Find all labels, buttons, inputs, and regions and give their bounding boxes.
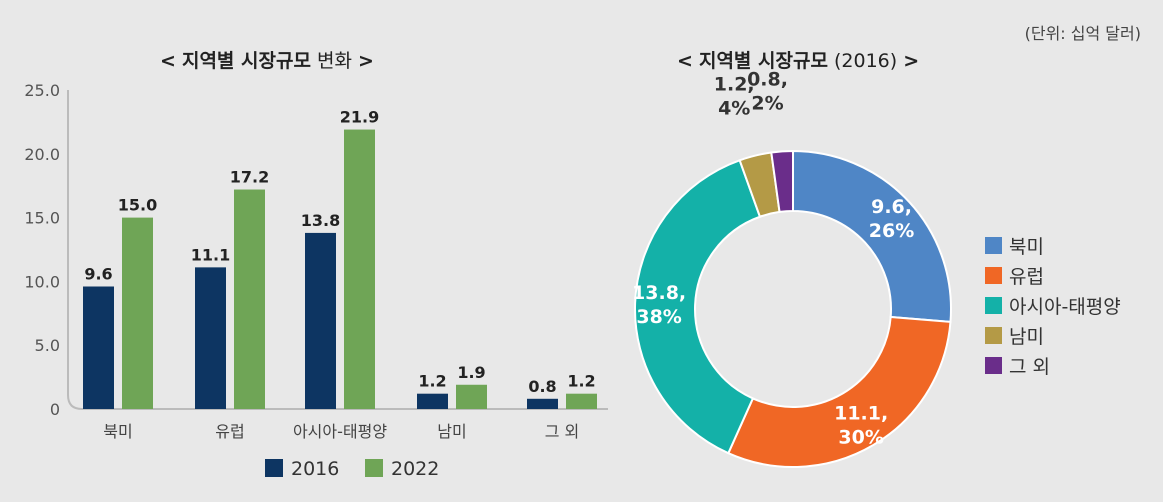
bar-category-label: 북미 <box>103 422 132 441</box>
donut-slice-2 <box>634 158 762 455</box>
bar-value-label: 1.2 <box>567 372 595 391</box>
donut-legend-swatch-0 <box>985 237 1002 254</box>
donut-legend-label: 유럽 <box>1009 266 1044 288</box>
donut-value-label: 2% <box>751 92 783 114</box>
donut-value-label: 1.2, <box>714 74 755 96</box>
donut-slice-1 <box>726 315 952 468</box>
donut-legend-label: 북미 <box>1009 236 1044 258</box>
pie-chart-title: < 지역별 시장규모 (2016) > <box>677 46 919 73</box>
bar-chart-title: < 지역별 시장규모 변화 > <box>160 46 374 73</box>
bar-legend-label: 2016 <box>291 458 339 480</box>
bar-2016-0 <box>83 286 114 409</box>
pie-title-bracket-right: > <box>903 50 920 72</box>
y-tick-label: 15.0 <box>24 209 60 228</box>
bar-value-label: 21.9 <box>340 108 379 127</box>
donut-legend-label: 그 외 <box>1009 356 1050 378</box>
bar-title-bold: 지역별 시장규모 <box>181 50 311 72</box>
bar-2022-3 <box>456 384 487 409</box>
bar-2022-1 <box>234 189 265 409</box>
bar-value-label: 1.9 <box>457 363 485 382</box>
bar-2016-4 <box>527 398 558 409</box>
bar-category-label: 유럽 <box>215 422 244 441</box>
bar-2022-0 <box>122 217 153 409</box>
pie-title-normal: (2016) <box>834 50 898 72</box>
bar-value-label: 0.8 <box>528 377 556 396</box>
donut-value-label: 9.6, <box>871 196 912 218</box>
bar-legend-swatch-2016 <box>265 459 283 477</box>
pie-title-bold: 지역별 시장규모 <box>698 50 828 72</box>
bar-value-label: 15.0 <box>118 196 157 215</box>
donut-value-label: 11.1, <box>834 402 888 424</box>
bar-value-label: 11.1 <box>191 245 230 264</box>
bar-title-normal: 변화 <box>317 50 352 72</box>
bar-value-label: 13.8 <box>301 211 340 230</box>
bar-value-label: 17.2 <box>230 168 269 187</box>
y-tick-label: 5.0 <box>35 336 60 355</box>
bar-2016-2 <box>305 232 336 409</box>
bar-category-label: 아시아-태평양 <box>293 422 387 441</box>
donut-legend-swatch-3 <box>985 327 1002 344</box>
bar-value-label: 9.6 <box>84 265 112 284</box>
pie-title-bracket-left: < <box>677 50 693 72</box>
bar-2022-4 <box>566 393 597 409</box>
bar-2016-3 <box>417 393 448 409</box>
donut-value-label: 30% <box>838 426 883 448</box>
donut-legend-label: 아시아-태평양 <box>1009 296 1121 318</box>
donut-value-label: 0.8, <box>747 68 788 90</box>
donut-legend-swatch-1 <box>985 267 1002 284</box>
donut-value-label: 13.8, <box>632 282 686 304</box>
y-tick-label: 0 <box>50 400 60 419</box>
bar-2022-2 <box>344 129 375 409</box>
donut-value-label: 4% <box>718 98 750 120</box>
bar-legend-label: 2022 <box>391 458 439 480</box>
bar-title-bracket-left: < <box>160 50 176 72</box>
bar-legend-swatch-2022 <box>365 459 383 477</box>
y-tick-label: 10.0 <box>24 272 60 291</box>
donut-legend-swatch-4 <box>985 357 1002 374</box>
y-tick-label: 25.0 <box>24 81 60 100</box>
bar-2016-1 <box>195 267 226 409</box>
bar-category-label: 남미 <box>437 422 466 441</box>
bar-title-bracket-right: > <box>358 50 374 72</box>
bar-category-label: 그 외 <box>545 422 580 441</box>
unit-note: (단위: 십억 달러) <box>1024 24 1141 43</box>
y-tick-label: 20.0 <box>24 145 60 164</box>
donut-slice-4 <box>770 149 794 214</box>
donut-legend-label: 남미 <box>1009 326 1044 348</box>
donut-legend-swatch-2 <box>985 297 1002 314</box>
donut-slice-0 <box>792 149 952 323</box>
bar-value-label: 1.2 <box>418 372 446 391</box>
bar-axis <box>67 90 608 410</box>
donut-value-label: 26% <box>869 220 914 242</box>
donut-value-label: 38% <box>636 306 681 328</box>
